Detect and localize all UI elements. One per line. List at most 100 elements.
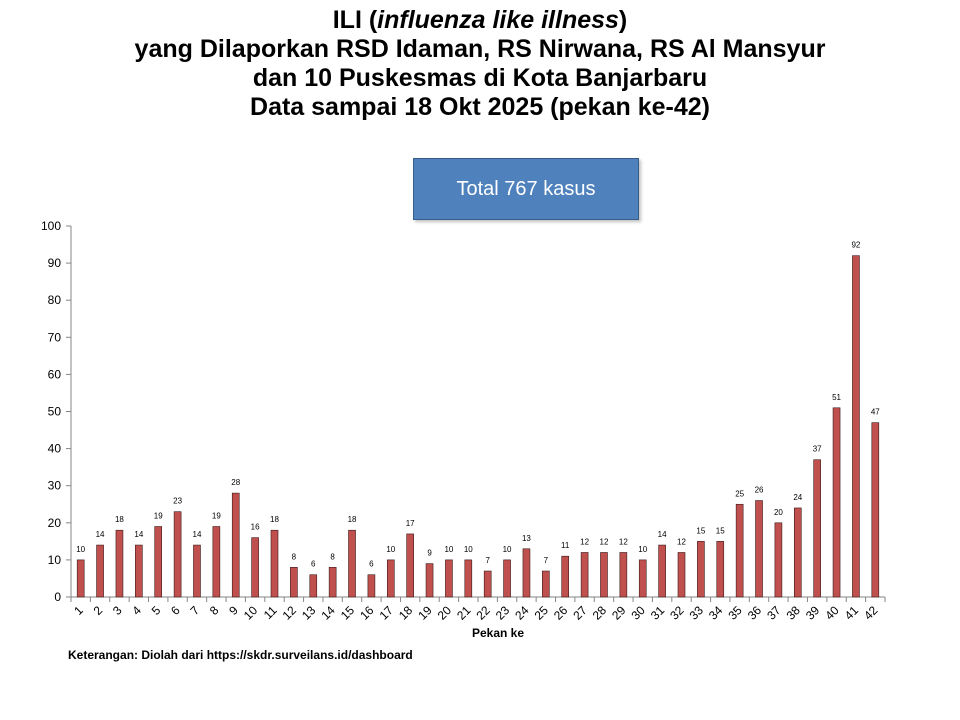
- y-tick-label: 80: [48, 293, 62, 307]
- y-tick-label: 40: [48, 442, 62, 456]
- x-tick-label: 39: [803, 603, 823, 623]
- x-tick-label: 11: [261, 603, 280, 622]
- data-label: 37: [813, 445, 822, 454]
- data-label: 19: [154, 512, 163, 521]
- bar: [115, 529, 124, 598]
- x-tick-label: 15: [338, 603, 358, 623]
- x-tick-label: 6: [168, 603, 183, 618]
- x-tick-label: 21: [454, 603, 474, 623]
- x-tick-label: 2: [91, 603, 106, 618]
- title-line-1: ILI (influenza like illness): [332, 6, 628, 34]
- data-label: 10: [444, 545, 453, 554]
- x-tick-label: 7: [187, 603, 202, 618]
- bar: [445, 559, 453, 598]
- x-tick-label: 12: [280, 603, 300, 623]
- bar: [173, 511, 182, 598]
- bar: [96, 544, 104, 598]
- data-label: 12: [677, 537, 686, 546]
- x-tick-label: 3: [110, 603, 125, 618]
- bar: [231, 492, 240, 598]
- x-tick-label: 41: [842, 603, 862, 623]
- bar: [503, 559, 511, 598]
- x-tick-label: 23: [493, 603, 513, 623]
- data-label: 12: [619, 537, 628, 546]
- bar: [270, 529, 279, 598]
- x-tick-label: 37: [764, 603, 784, 623]
- bar: [580, 552, 589, 598]
- bar: [677, 552, 686, 598]
- bar: [755, 500, 763, 598]
- x-tick-label: 35: [725, 603, 745, 623]
- x-tick-label: 33: [687, 603, 707, 623]
- y-tick-label: 90: [48, 256, 62, 270]
- total-cases-label: Total 767 kasus: [456, 177, 596, 200]
- x-tick-label: 24: [512, 603, 532, 623]
- title-line-3: dan 10 Puskesmas di Kota Banjarbaru: [252, 64, 708, 92]
- source-note: Keterangan: Diolah dari https://skdr.sur…: [68, 648, 413, 662]
- bar: [406, 533, 414, 598]
- data-label: 9: [427, 549, 432, 558]
- data-label: 7: [485, 556, 490, 565]
- bar: [600, 552, 608, 598]
- x-tick-label: 5: [149, 603, 164, 618]
- bar: [290, 567, 298, 598]
- y-tick-label: 10: [48, 553, 62, 567]
- bar: [425, 563, 434, 598]
- bar: [619, 552, 628, 598]
- x-tick-label: 17: [377, 603, 397, 623]
- data-label: 17: [406, 519, 415, 528]
- bar: [852, 255, 860, 598]
- title-line-2: yang Dilaporkan RSD Idaman, RS Nirwana, …: [134, 35, 826, 63]
- x-tick-label: 19: [415, 603, 435, 623]
- x-tick-label: 20: [435, 603, 455, 623]
- bar: [716, 541, 725, 598]
- bar: [658, 544, 666, 598]
- data-label: 13: [522, 534, 531, 543]
- data-label: 19: [212, 512, 221, 521]
- x-tick-label: 10: [241, 603, 261, 623]
- bar: [697, 541, 705, 598]
- x-tick-label: 27: [570, 603, 590, 623]
- bar: [774, 522, 783, 598]
- data-label: 12: [580, 537, 589, 546]
- x-tick-label: 13: [299, 603, 319, 623]
- data-label: 18: [270, 515, 279, 524]
- data-label: 23: [173, 497, 182, 506]
- x-tick-label: 8: [207, 603, 222, 618]
- bar: [76, 559, 85, 598]
- bar: [212, 526, 221, 598]
- data-label: 15: [716, 526, 725, 535]
- data-label: 15: [696, 526, 705, 535]
- data-label: 14: [193, 530, 202, 539]
- data-label: 10: [503, 545, 512, 554]
- data-label: 18: [115, 515, 124, 524]
- data-label: 11: [561, 541, 570, 550]
- bar: [793, 507, 802, 598]
- bar: [464, 559, 473, 598]
- bar: [154, 526, 163, 598]
- data-label: 14: [658, 530, 667, 539]
- x-tick-label: 40: [822, 603, 842, 623]
- data-label: 7: [544, 556, 549, 565]
- x-tick-label: 42: [861, 603, 881, 623]
- bar: [367, 574, 376, 598]
- x-tick-label: 36: [745, 603, 765, 623]
- y-tick-label: 70: [48, 330, 62, 344]
- bar: [561, 555, 570, 598]
- y-tick-label: 0: [54, 590, 61, 604]
- total-cases-box: Total 767 kasus: [413, 158, 639, 220]
- x-tick-label: 22: [473, 603, 493, 623]
- data-label: 10: [464, 545, 473, 554]
- bar: [309, 574, 318, 598]
- data-label: 25: [735, 489, 744, 498]
- data-label: 6: [369, 560, 374, 569]
- x-tick-label: 28: [590, 603, 610, 623]
- bar: [135, 544, 143, 598]
- y-tick-label: 100: [41, 219, 61, 233]
- bar: [386, 559, 395, 598]
- x-tick-label: 4: [129, 603, 144, 618]
- bar: [483, 570, 492, 598]
- x-tick-label: 31: [648, 603, 668, 623]
- x-tick-label: 25: [532, 603, 552, 623]
